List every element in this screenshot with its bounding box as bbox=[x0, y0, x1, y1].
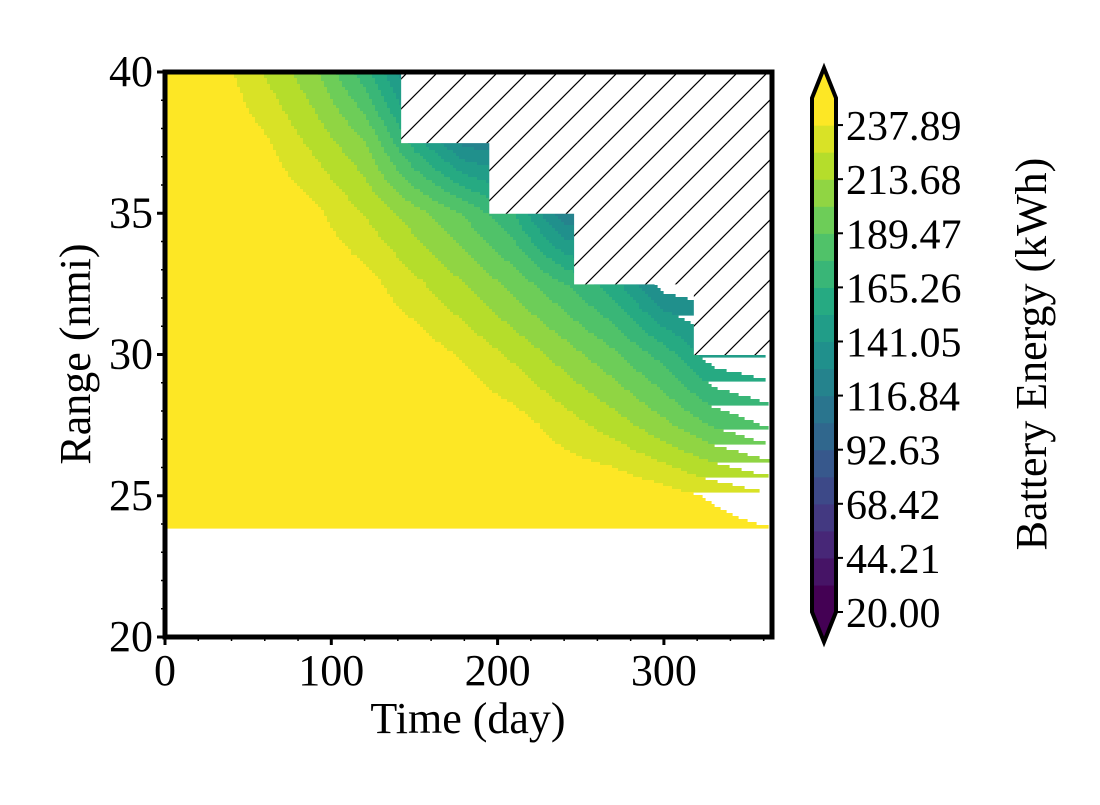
colorbar-extend-top bbox=[812, 68, 836, 98]
colorbar-tick-label: 165.26 bbox=[846, 266, 962, 312]
colorbar-band bbox=[812, 449, 836, 478]
colorbar-tick-label: 68.42 bbox=[846, 483, 941, 529]
colorbar-band bbox=[812, 395, 836, 424]
colorbar-band bbox=[812, 557, 836, 586]
colorbar-band bbox=[812, 314, 836, 343]
y-tick-label: 40 bbox=[109, 47, 153, 96]
colorbar-tick-label: 213.68 bbox=[846, 158, 962, 204]
plot-frame bbox=[162, 69, 775, 640]
colorbar-band bbox=[812, 341, 836, 370]
colorbar-band bbox=[812, 233, 836, 261]
colorbar-tick-label: 92.63 bbox=[846, 429, 941, 475]
y-axis-label: Range (nmi) bbox=[51, 243, 100, 464]
colorbar-band bbox=[812, 179, 836, 207]
x-axis-label: Time (day) bbox=[370, 694, 565, 743]
infeasible-hatch-3 bbox=[693, 283, 772, 355]
y-tick-label: 25 bbox=[109, 471, 153, 520]
colorbar-band bbox=[812, 530, 836, 559]
colorbar-band bbox=[812, 206, 836, 234]
infeasible-hatch-0 bbox=[401, 72, 772, 144]
colorbar-tick-label: 116.84 bbox=[846, 375, 960, 421]
colorbar-band bbox=[812, 98, 836, 126]
colorbar-band bbox=[812, 287, 836, 316]
y-tick-label: 35 bbox=[109, 188, 153, 237]
infeasible-hatch-1 bbox=[489, 142, 772, 214]
x-tick-label: 100 bbox=[298, 646, 364, 695]
infeasible-hatch-2 bbox=[574, 213, 772, 285]
y-tick-label: 30 bbox=[109, 330, 153, 379]
colorbar: 20.00 44.21 68.42 92.63 116.84 141.05 165.26 18… bbox=[810, 62, 962, 648]
colorbar-tick-label: 20.00 bbox=[846, 591, 941, 637]
colorbar-band bbox=[812, 476, 836, 505]
y-tick-label: 20 bbox=[109, 612, 153, 661]
colorbar-band bbox=[812, 503, 836, 532]
colorbar-tick-label: 189.47 bbox=[846, 212, 962, 258]
x-tick-label: 200 bbox=[465, 646, 531, 695]
infeasible-hatch-layer bbox=[401, 72, 772, 355]
colorbar-label: Battery Energy (kWh) bbox=[1007, 158, 1056, 551]
colorbar-tick-label: 141.05 bbox=[846, 320, 962, 366]
colorbar-band bbox=[812, 260, 836, 288]
colorbar-band bbox=[812, 584, 836, 613]
colorbar-band bbox=[812, 422, 836, 451]
colorbar-band bbox=[812, 152, 836, 180]
colorbar-tick-label: 237.89 bbox=[846, 104, 962, 150]
colorbar-tick-label: 44.21 bbox=[846, 537, 941, 583]
colorbar-band bbox=[812, 368, 836, 397]
colorbar-band bbox=[812, 125, 836, 153]
x-tick-label: 300 bbox=[631, 646, 697, 695]
colorbar-extend-bottom bbox=[812, 612, 836, 642]
x-tick-label: 0 bbox=[154, 646, 176, 695]
axis-ticks: 0 100 200 300 20 25 30 35 40 bbox=[109, 47, 765, 695]
